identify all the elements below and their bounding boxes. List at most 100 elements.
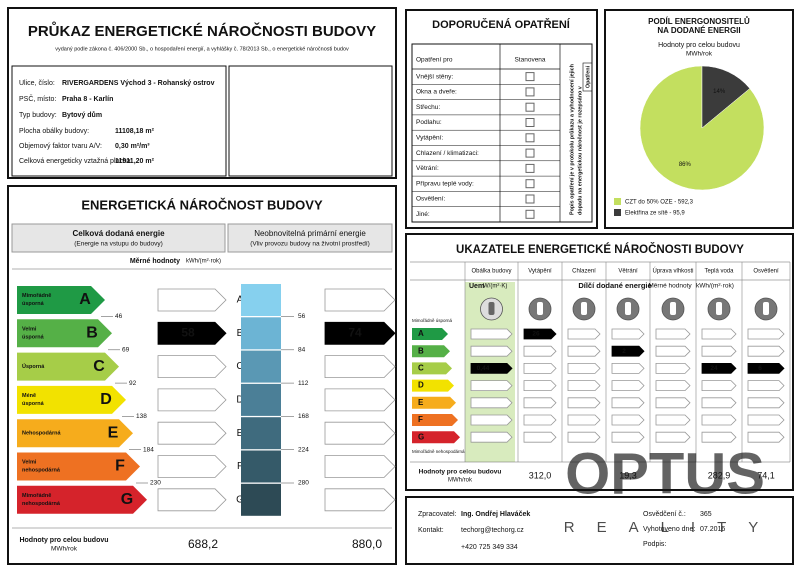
value-arrow bbox=[324, 321, 396, 345]
threshold: 224 bbox=[298, 446, 309, 453]
class-letter: C bbox=[418, 364, 424, 373]
indicator-value: 26 bbox=[532, 331, 540, 338]
class-letter: E bbox=[237, 428, 244, 439]
threshold: 112 bbox=[298, 380, 309, 387]
column-header: Větrání bbox=[618, 269, 638, 275]
primary-scale-box bbox=[241, 417, 281, 450]
checkbox bbox=[525, 209, 535, 219]
checkbox bbox=[525, 163, 535, 173]
watermark: OPTUS bbox=[565, 441, 765, 506]
contact-value: techorg@techorg.cz bbox=[461, 527, 524, 534]
label-line: nehospodárná bbox=[22, 468, 61, 474]
primary-scale-box bbox=[241, 483, 281, 516]
empty-arrow bbox=[157, 355, 227, 379]
contact-phone: +420 725 349 334 bbox=[461, 544, 518, 551]
measure-item: Jiné: bbox=[416, 211, 430, 218]
empty-arrow bbox=[611, 362, 645, 374]
field-label: Celková energeticky vztažná plocha: bbox=[19, 158, 133, 165]
unit-label: Měrné hodnoty bbox=[648, 283, 692, 290]
watermark-sub: REALITY bbox=[564, 519, 781, 536]
empty-arrow bbox=[701, 345, 737, 357]
column-subtitle: (Energie na vstupu do budovy) bbox=[74, 241, 163, 248]
measure-item: Vytápění: bbox=[416, 135, 443, 142]
legend-entry: CZT do 50% OZE - 592,3 bbox=[625, 200, 694, 206]
checkbox bbox=[525, 72, 535, 82]
label-line: Velmi bbox=[22, 460, 38, 466]
primary-scale-box bbox=[241, 317, 281, 350]
column-header bbox=[227, 223, 393, 253]
empty-arrow bbox=[567, 328, 601, 340]
unit-label: Měrné hodnoty bbox=[130, 258, 180, 265]
column-title: Neobnovitelná primární energie bbox=[254, 229, 366, 238]
contact-label: Kontakt: bbox=[418, 527, 444, 534]
class-arrow bbox=[17, 319, 112, 348]
contact-value: Ing. Ondřej Hlaváček bbox=[461, 511, 530, 518]
legend-swatch bbox=[614, 209, 621, 216]
column-header: Teplá voda bbox=[704, 269, 734, 275]
unit: MWh/rok bbox=[686, 51, 713, 58]
empty-arrow bbox=[655, 380, 691, 392]
title: PRŮKAZ ENERGETICKÉ NÁROČNOSTI BUDOVY bbox=[28, 21, 376, 40]
measures-table bbox=[411, 43, 593, 223]
panel-contact bbox=[405, 496, 794, 565]
label-line: Méně bbox=[22, 393, 38, 399]
class-arrow bbox=[412, 431, 460, 444]
class-arrow bbox=[17, 286, 105, 314]
measure-item: Vnější stěny: bbox=[416, 73, 453, 80]
checkbox bbox=[525, 87, 535, 97]
empty-arrow bbox=[567, 414, 601, 426]
contact-label: Zpracovatel: bbox=[418, 511, 457, 518]
class-name: Nehospodárná bbox=[22, 431, 61, 437]
note-box bbox=[582, 62, 593, 92]
checkbox bbox=[525, 179, 535, 189]
class-arrow bbox=[17, 352, 119, 381]
indicator-value: 0,44 bbox=[477, 365, 490, 372]
empty-arrow bbox=[324, 421, 396, 445]
threshold: 92 bbox=[129, 380, 137, 387]
label-line: Velmi bbox=[22, 327, 38, 333]
total-label: Hodnoty pro celou budovu bbox=[19, 537, 108, 544]
value-arrow bbox=[747, 362, 785, 374]
empty-arrow bbox=[523, 431, 557, 443]
class-letter: G bbox=[236, 494, 244, 505]
class-letter: C bbox=[236, 361, 243, 372]
measure-item: Okna a dveře: bbox=[416, 89, 457, 96]
threshold: 168 bbox=[298, 413, 309, 420]
note-line: dopadu na energetickou náročnost je roze… bbox=[577, 86, 583, 215]
total-value: 312,0 bbox=[529, 470, 552, 480]
empty-arrow bbox=[470, 397, 513, 409]
column-subtitle: (Vliv provozu budovy na životní prostřed… bbox=[250, 241, 370, 248]
title: UKAZATELE ENERGETICKÉ NÁROČNOSTI BUDOVY bbox=[456, 243, 744, 256]
empty-arrow bbox=[523, 414, 557, 426]
total-label: Hodnoty pro celou budovu bbox=[419, 469, 502, 476]
class-letter: E bbox=[418, 398, 424, 407]
empty-arrow bbox=[611, 431, 645, 443]
total-unit: MWh/rok bbox=[51, 546, 78, 553]
empty-arrow bbox=[655, 362, 691, 374]
threshold: 84 bbox=[298, 347, 306, 354]
contact-label: Podpis: bbox=[643, 541, 666, 548]
rating-value: 58 bbox=[181, 325, 195, 339]
title: DOPORUČENÁ OPATŘENÍ bbox=[432, 18, 571, 31]
empty-arrow bbox=[611, 380, 645, 392]
field-label: Typ budovy: bbox=[19, 112, 57, 119]
empty-arrow bbox=[470, 380, 513, 392]
icon-glyph bbox=[537, 302, 543, 315]
empty-arrow bbox=[655, 431, 691, 443]
class-name: Velmi úsporná bbox=[22, 327, 45, 341]
empty-arrow bbox=[157, 421, 227, 445]
note-box-label: Opatření bbox=[585, 65, 591, 88]
empty-arrow bbox=[567, 362, 601, 374]
measure-item: Větrání: bbox=[416, 165, 439, 172]
class-arrow bbox=[412, 328, 448, 340]
class-letter: A bbox=[79, 291, 91, 308]
checkbox bbox=[525, 102, 535, 112]
measure-item: Přípravu teplé vody: bbox=[416, 180, 474, 187]
empty-arrow bbox=[747, 345, 785, 357]
field-value: RIVERGARDENS Východ 3 - Rohanský ostrov bbox=[62, 80, 215, 87]
label-line: Mimořádně bbox=[22, 493, 53, 499]
empty-arrow bbox=[470, 328, 513, 340]
measure-item: Osvětlení: bbox=[416, 196, 445, 203]
empty-arrow bbox=[655, 328, 691, 340]
